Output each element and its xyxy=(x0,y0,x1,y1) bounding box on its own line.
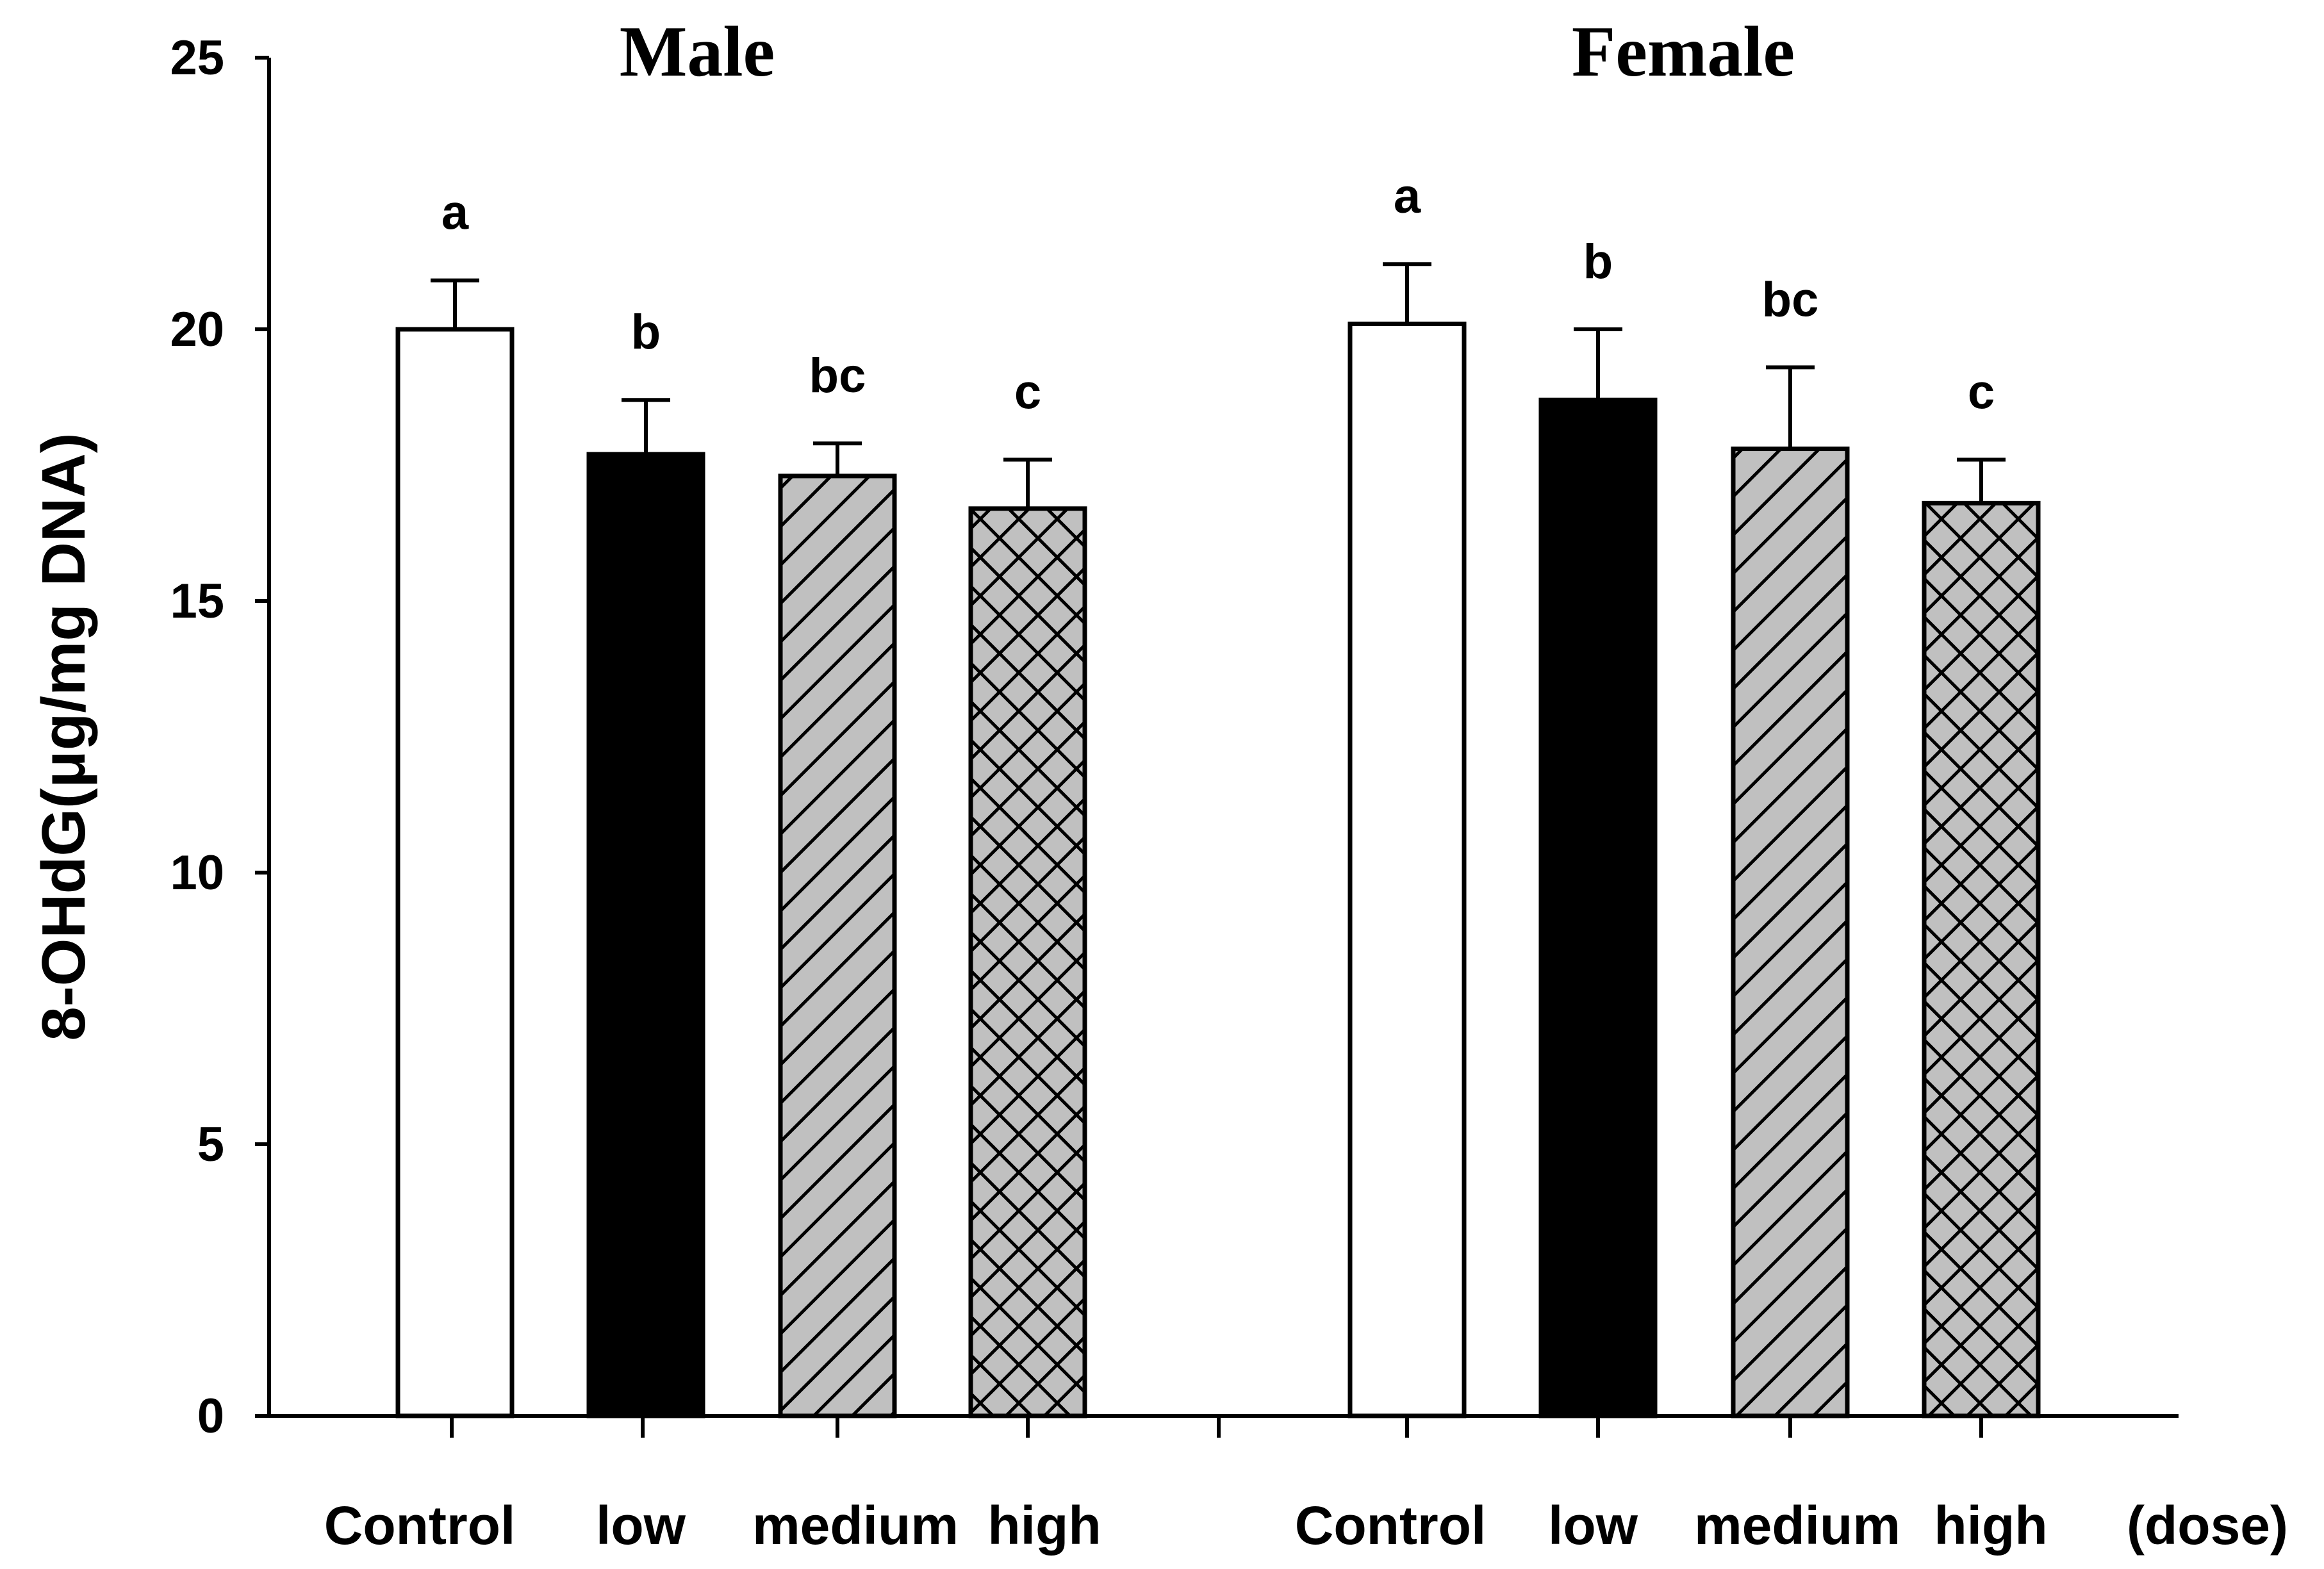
bar-male-medium xyxy=(778,473,897,1418)
significance-label: b xyxy=(631,305,661,359)
y-tick-label: 25 xyxy=(170,31,224,85)
group-title-male: Male xyxy=(620,12,775,92)
significance-label: a xyxy=(441,186,469,240)
x-category-label: high xyxy=(1934,1495,2047,1556)
y-tick-label: 5 xyxy=(197,1117,224,1172)
x-category-label: medium xyxy=(752,1495,959,1556)
x-category-label: high xyxy=(987,1495,1101,1556)
y-axis-title: 8-OHdG(μg/mg DNA) xyxy=(29,432,98,1040)
group-title-female: Female xyxy=(1572,12,1795,92)
x-category-label: Control xyxy=(324,1495,516,1556)
x-category-label: Control xyxy=(1295,1495,1487,1556)
significance-label: b xyxy=(1583,234,1613,289)
significance-label: c xyxy=(1014,365,1041,420)
bar-male-control xyxy=(395,327,515,1418)
x-category-label: low xyxy=(596,1495,686,1556)
significance-label: c xyxy=(1968,365,1995,420)
bar-female-high xyxy=(1922,500,2041,1418)
bar-male-low xyxy=(586,452,705,1418)
bar-male-high xyxy=(968,506,1087,1418)
significance-label: a xyxy=(1394,169,1421,224)
y-tick-label: 10 xyxy=(170,846,224,900)
significance-label: bc xyxy=(809,349,866,403)
x-category-label: low xyxy=(1548,1495,1638,1556)
y-tick-label: 15 xyxy=(170,574,224,628)
bar-female-control xyxy=(1347,322,1467,1418)
significance-label: bc xyxy=(1762,272,1819,327)
x-category-label: medium xyxy=(1694,1495,1900,1556)
bar-female-low xyxy=(1538,397,1658,1418)
bar-female-medium xyxy=(1731,447,1850,1418)
y-tick-label: 20 xyxy=(170,302,224,357)
y-tick-label: 0 xyxy=(197,1389,224,1443)
dose-label: (dose) xyxy=(2127,1495,2288,1556)
